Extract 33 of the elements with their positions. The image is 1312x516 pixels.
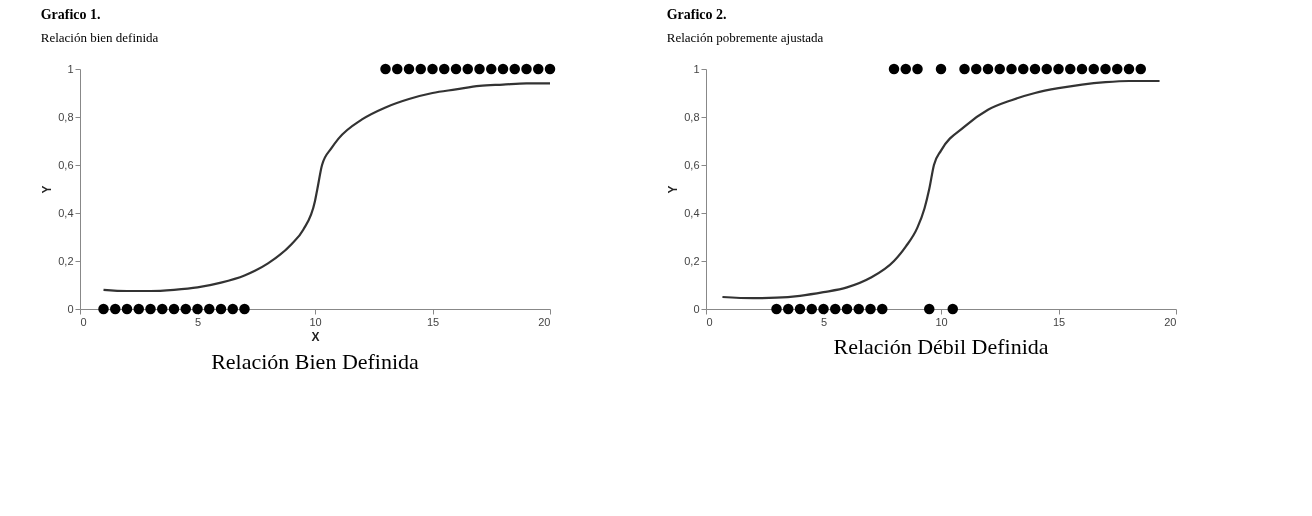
line-series	[102, 82, 552, 293]
y-tick-label: 0,6	[684, 158, 700, 171]
y-tick-label: 0	[67, 302, 74, 315]
text: Relación Bien Definida	[211, 349, 420, 374]
y-axis-title: Y	[40, 185, 55, 194]
y-tick-label: 0,8	[58, 110, 74, 123]
y-tick-label: 1	[67, 62, 74, 75]
y-tick-label: 1	[693, 62, 700, 75]
y-tick-label: 0,8	[684, 110, 700, 123]
y-tick-label: 0,2	[58, 254, 74, 267]
x-tick-label: 10	[309, 315, 322, 328]
y-tick-label: 0,4	[58, 206, 74, 219]
x-tick-label: 5	[194, 315, 202, 328]
chart-subtitle: Relación pobremente ajustada	[666, 30, 824, 45]
x-tick-label: 10	[935, 315, 948, 328]
chart-title: Grafico 2.	[666, 7, 727, 22]
x-tick-label: 0	[80, 315, 87, 328]
x-tick-label: 0	[706, 315, 713, 328]
y-tick-label: 0,6	[58, 158, 74, 171]
chart-subtitle: Relación bien definida	[40, 30, 159, 45]
y-axis-title: Y	[666, 185, 681, 194]
text: Relación Débil Definida	[833, 334, 1049, 359]
chart-title: Grafico 1.	[40, 7, 101, 22]
line-series	[721, 79, 1161, 300]
x-axis-title: X	[311, 329, 320, 344]
x-tick-label: 20	[538, 315, 551, 328]
x-tick-label: 20	[1164, 315, 1177, 328]
y-tick-label: 0,4	[684, 206, 700, 219]
y-tick-label: 0	[693, 302, 700, 315]
y-tick-label: 0,2	[684, 254, 700, 267]
x-tick-label: 15	[1052, 315, 1066, 328]
x-tick-label: 15	[426, 315, 440, 328]
x-tick-label: 5	[820, 315, 828, 328]
